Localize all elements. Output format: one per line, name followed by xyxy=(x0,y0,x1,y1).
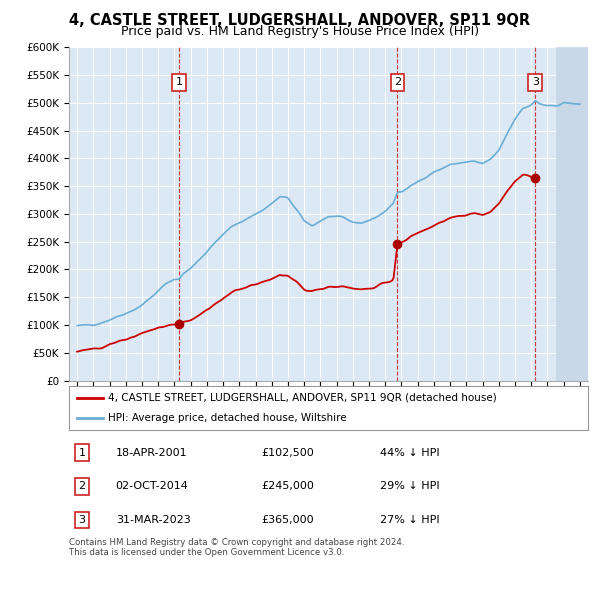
Text: 4, CASTLE STREET, LUDGERSHALL, ANDOVER, SP11 9QR (detached house): 4, CASTLE STREET, LUDGERSHALL, ANDOVER, … xyxy=(108,393,497,402)
Text: £365,000: £365,000 xyxy=(261,515,314,525)
Text: 44% ↓ HPI: 44% ↓ HPI xyxy=(380,448,440,458)
Text: 3: 3 xyxy=(532,77,539,87)
Text: Price paid vs. HM Land Registry's House Price Index (HPI): Price paid vs. HM Land Registry's House … xyxy=(121,25,479,38)
Text: 4, CASTLE STREET, LUDGERSHALL, ANDOVER, SP11 9QR: 4, CASTLE STREET, LUDGERSHALL, ANDOVER, … xyxy=(70,13,530,28)
Text: Contains HM Land Registry data © Crown copyright and database right 2024.
This d: Contains HM Land Registry data © Crown c… xyxy=(69,538,404,558)
Text: 31-MAR-2023: 31-MAR-2023 xyxy=(116,515,190,525)
Text: 02-OCT-2014: 02-OCT-2014 xyxy=(116,481,188,491)
Text: 27% ↓ HPI: 27% ↓ HPI xyxy=(380,515,440,525)
Text: £245,000: £245,000 xyxy=(261,481,314,491)
Text: 1: 1 xyxy=(79,448,85,458)
Text: 1: 1 xyxy=(176,77,183,87)
Text: £102,500: £102,500 xyxy=(261,448,314,458)
Text: 2: 2 xyxy=(79,481,86,491)
Bar xyxy=(556,47,588,381)
Text: 29% ↓ HPI: 29% ↓ HPI xyxy=(380,481,440,491)
Text: HPI: Average price, detached house, Wiltshire: HPI: Average price, detached house, Wilt… xyxy=(108,413,347,422)
Text: 2: 2 xyxy=(394,77,401,87)
Text: 18-APR-2001: 18-APR-2001 xyxy=(116,448,187,458)
Text: 3: 3 xyxy=(79,515,85,525)
